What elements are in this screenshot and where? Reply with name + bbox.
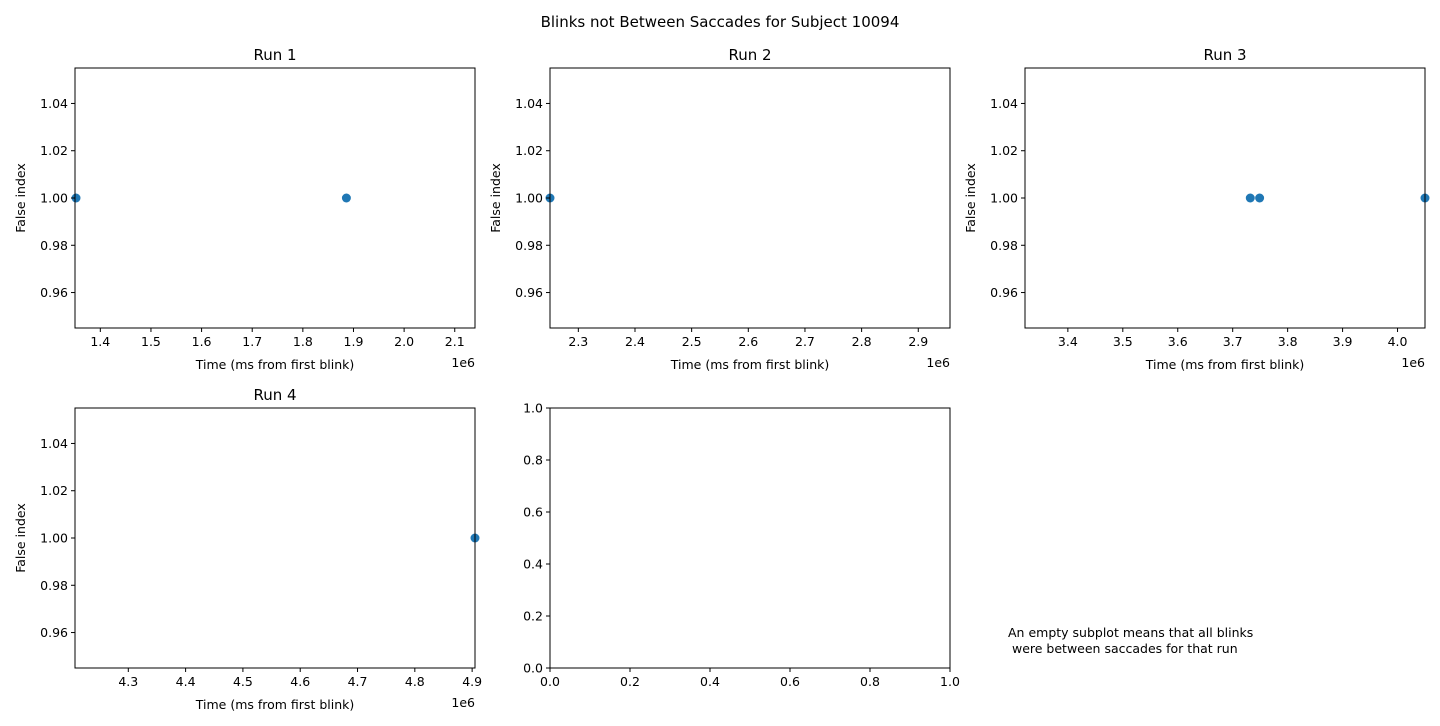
y-tick-label: 1.04 (40, 436, 68, 451)
x-axis-label: Time (ms from first blink) (670, 357, 829, 372)
figure-title: Blinks not Between Saccades for Subject … (541, 13, 900, 31)
x-tick-label: 2.7 (795, 334, 815, 349)
subplot-5: 0.0 0.2 0.4 0.6 0.8 1.0 0.0 0.2 0.4 0.6 0.8 1.0 (523, 401, 960, 690)
x-tick-label: 3.7 (1223, 334, 1243, 349)
note-line-1: An empty subplot means that all blinks (1008, 625, 1253, 640)
subplot-title: Run 3 (1203, 46, 1246, 64)
subplot-1: 1.4 1.5 1.6 1.7 1.8 1.9 2.0 2.1 0.96 0.98 1.00 1.02… (13, 46, 476, 372)
y-tick-label: 1.0 (523, 401, 543, 416)
x-tick-label: 1.0 (940, 674, 960, 689)
y-tick-label: 0.2 (523, 609, 543, 624)
axes-frame (549, 407, 951, 669)
x-tick-label: 2.5 (682, 334, 702, 349)
x-tick-label: 2.6 (738, 334, 758, 349)
y-tick-label: 1.04 (515, 96, 543, 111)
y-axis-label: False index (13, 163, 28, 233)
x-tick-label: 2.0 (394, 334, 414, 349)
x-tick-label: 0.2 (620, 674, 640, 689)
y-tick-label: 0.4 (523, 557, 543, 572)
y-tick-label: 1.02 (990, 143, 1018, 158)
x-tick-label: 4.5 (233, 674, 253, 689)
y-tick-label: 1.04 (990, 96, 1018, 111)
x-tick-label: 2.9 (908, 334, 928, 349)
y-tick-label: 0.96 (515, 285, 543, 300)
x-tick-label: 3.6 (1168, 334, 1188, 349)
x-tick-label: 1.9 (344, 334, 364, 349)
y-tick-label: 1.00 (40, 191, 68, 206)
x-tick-label: 4.9 (462, 674, 482, 689)
subplot-2: 2.3 2.4 2.5 2.6 2.7 2.8 2.9 0.96 0.98 1.00 1.02 1.0… (488, 46, 951, 372)
subplot-4: 4.3 4.4 4.5 4.6 4.7 4.8 4.9 0.96 0.98 1.00 1.02 1.0… (13, 386, 482, 712)
x-tick-label: 1.4 (90, 334, 110, 349)
y-tick-label: 0.98 (990, 238, 1018, 253)
y-tick-label: 0.98 (515, 238, 543, 253)
y-tick-label: 1.00 (990, 191, 1018, 206)
x-tick-label: 2.3 (568, 334, 588, 349)
x-tick-label: 3.5 (1113, 334, 1133, 349)
data-point-2 (1255, 193, 1265, 203)
x-tick-label: 1.5 (141, 334, 161, 349)
x-axis-label: Time (ms from first blink) (1145, 357, 1304, 372)
x-tick-label: 1.6 (192, 334, 212, 349)
x-tick-label: 4.7 (348, 674, 368, 689)
y-tick-label: 0.98 (40, 578, 68, 593)
x-tick-label: 1.8 (293, 334, 313, 349)
y-axis-label: False index (13, 503, 28, 573)
subplot-title: Run 1 (253, 46, 296, 64)
x-tick-label: 2.8 (852, 334, 872, 349)
x-tick-label: 4.0 (1388, 334, 1408, 349)
x-tick-label: 0.8 (860, 674, 880, 689)
x-tick-label: 0.6 (780, 674, 800, 689)
axes-frame (74, 407, 476, 669)
y-tick-label: 1.02 (515, 143, 543, 158)
x-offset-label: 1e6 (451, 355, 475, 370)
y-tick-label: 0.96 (40, 625, 68, 640)
subplot-3: 3.4 3.5 3.6 3.7 3.8 3.9 4.0 0.96 0.98 1.00 1.02 1.0… (963, 46, 1430, 372)
x-offset-label: 1e6 (1401, 355, 1425, 370)
x-tick-label: 4.4 (176, 674, 196, 689)
axes-frame (74, 67, 476, 329)
y-tick-label: 0.8 (523, 453, 543, 468)
subplot-title: Run 4 (253, 386, 296, 404)
axes-frame (1024, 67, 1426, 329)
data-point-1 (1245, 193, 1255, 203)
x-tick-label: 0.4 (700, 674, 720, 689)
data-point-2 (341, 193, 351, 203)
y-tick-label: 0.6 (523, 505, 543, 520)
x-tick-label: 3.9 (1333, 334, 1353, 349)
y-tick-label: 0.0 (523, 661, 543, 676)
x-tick-label: 4.3 (118, 674, 138, 689)
y-tick-label: 0.96 (990, 285, 1018, 300)
empty-subplot-note: An empty subplot means that all blinks w… (1008, 625, 1257, 656)
y-tick-label: 1.00 (515, 191, 543, 206)
y-axis-label: False index (488, 163, 503, 233)
x-tick-label: 4.8 (405, 674, 425, 689)
y-axis-label: False index (963, 163, 978, 233)
y-tick-label: 1.02 (40, 483, 68, 498)
y-tick-label: 1.00 (40, 531, 68, 546)
subplot-title: Run 2 (728, 46, 771, 64)
y-tick-label: 1.02 (40, 143, 68, 158)
axes-frame (549, 67, 951, 329)
x-tick-label: 0.0 (540, 674, 560, 689)
x-tick-label: 2.4 (625, 334, 645, 349)
data-point-1 (71, 193, 81, 203)
y-tick-label: 1.04 (40, 96, 68, 111)
x-offset-label: 1e6 (451, 695, 475, 710)
x-offset-label: 1e6 (926, 355, 950, 370)
x-tick-label: 1.7 (242, 334, 262, 349)
note-line-2: were between saccades for that run (1008, 641, 1238, 656)
x-tick-label: 2.1 (445, 334, 465, 349)
x-tick-label: 3.8 (1278, 334, 1298, 349)
x-tick-label: 3.4 (1058, 334, 1078, 349)
x-axis-label: Time (ms from first blink) (195, 357, 354, 372)
y-tick-label: 0.98 (40, 238, 68, 253)
x-axis-label: Time (ms from first blink) (195, 697, 354, 712)
x-tick-label: 4.6 (290, 674, 310, 689)
subplots: 1.4 1.5 1.6 1.7 1.8 1.9 2.0 2.10.960.981.001.02… (13, 46, 1430, 712)
y-tick-label: 0.96 (40, 285, 68, 300)
